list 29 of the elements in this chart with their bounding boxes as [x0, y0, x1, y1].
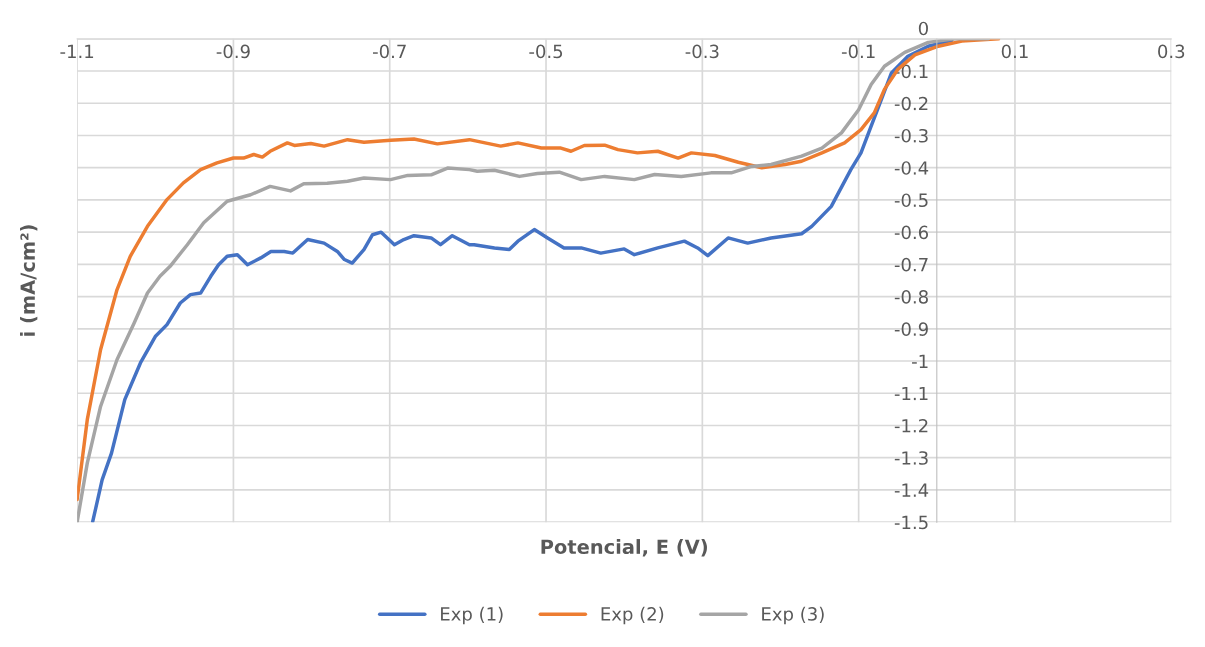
- x-tick-label: -0.7: [373, 44, 406, 59]
- x-axis-title: Potencial, E (V): [541, 539, 707, 557]
- y-tick-label: -0.1: [894, 64, 928, 79]
- y-tick-label: -0.8: [894, 290, 928, 304]
- y-tick-label: -0.3: [894, 128, 928, 143]
- x-tick-label: 0.3: [1158, 44, 1185, 59]
- legend-label: Exp (3): [762, 606, 824, 625]
- y-tick-label: -1.2: [894, 418, 928, 433]
- y-tick-label: -0.4: [894, 161, 929, 175]
- x-tick-label: -0.1: [841, 44, 875, 59]
- x-tick-label: 0.1: [1001, 44, 1028, 59]
- y-tick-label: -0.6: [894, 225, 929, 240]
- y-tick-label: -0.5: [894, 193, 928, 208]
- y-tick-label: -1.1: [894, 386, 928, 401]
- legend-label: Exp (1): [441, 606, 503, 625]
- y-tick-label: -1: [912, 354, 928, 368]
- y-tick-label: -0.7: [894, 257, 928, 272]
- y-tick-label: -1.5: [894, 515, 928, 530]
- y-tick-label: -0.2: [894, 96, 928, 111]
- y-tick-label: 0: [918, 21, 928, 36]
- y-tick-label: -1.3: [894, 451, 928, 465]
- x-tick-label: -0.9: [216, 44, 250, 59]
- y-tick-label: -0.9: [894, 322, 928, 336]
- y-axis-title: i (mA/cm²): [20, 225, 38, 336]
- x-tick-label: -1.1: [60, 44, 94, 58]
- x-tick-label: -0.5: [529, 44, 563, 59]
- y-tick-label: -1.4: [894, 483, 929, 497]
- x-tick-label: -0.3: [685, 44, 719, 59]
- legend-label: Exp (2): [601, 606, 664, 625]
